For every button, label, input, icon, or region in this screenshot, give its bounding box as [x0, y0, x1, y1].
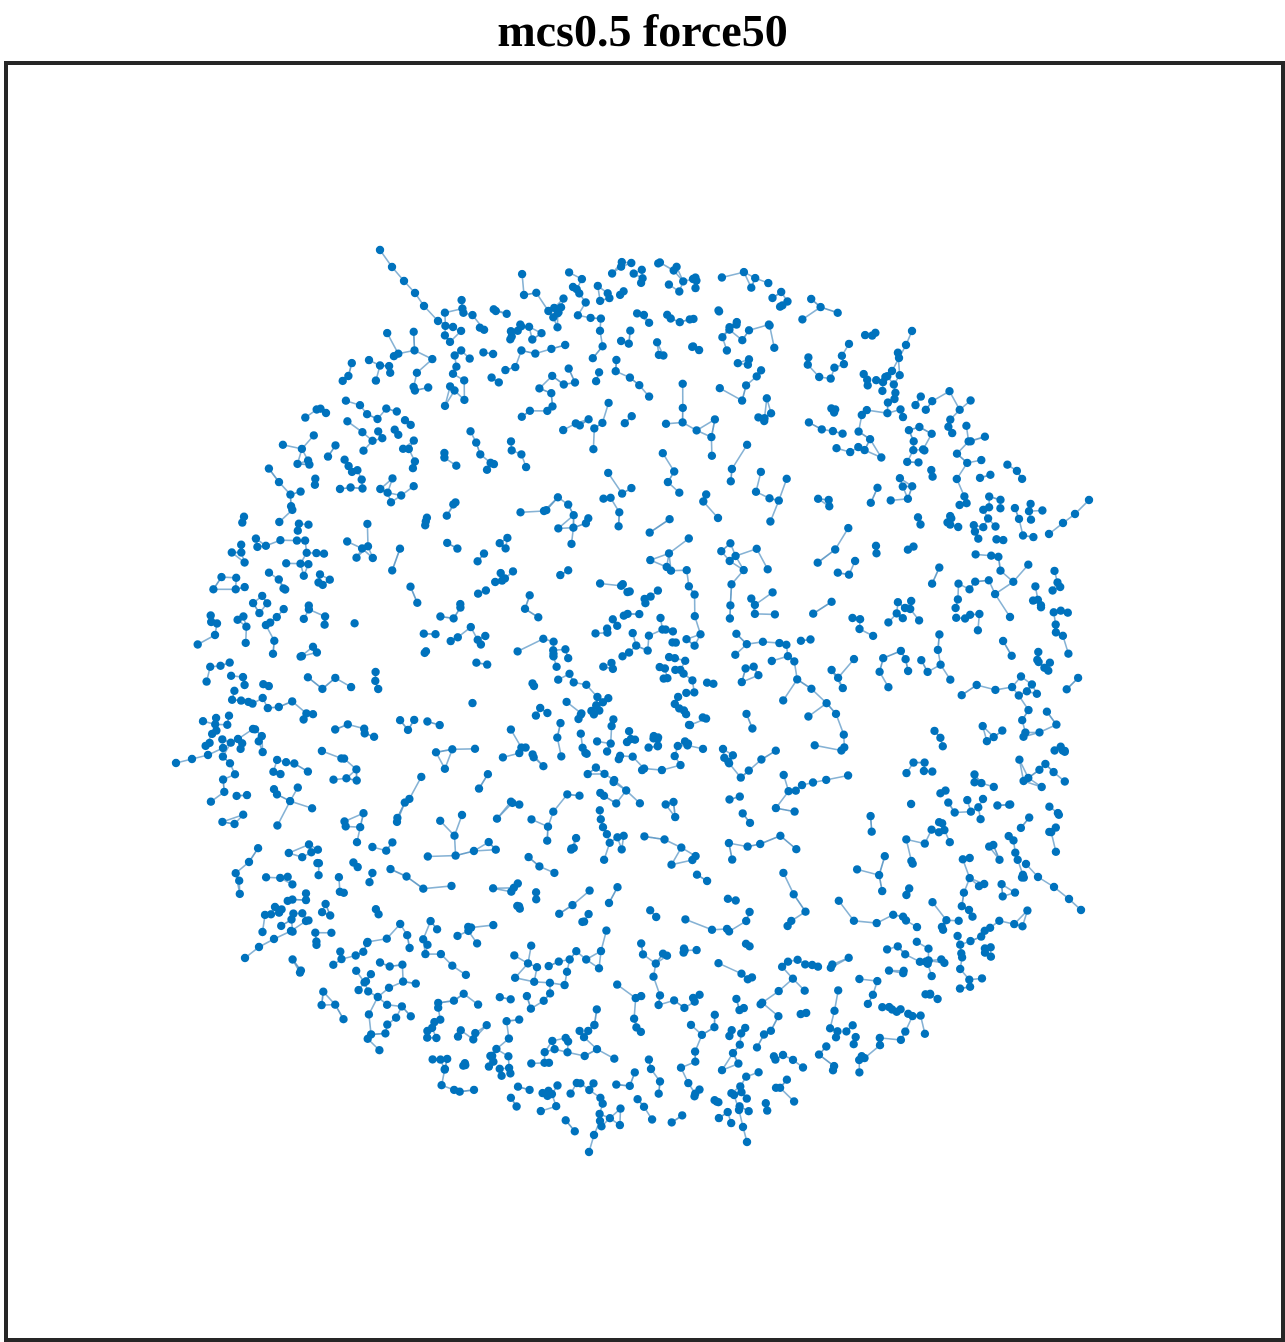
plot-title: mcs0.5 force50	[0, 0, 1285, 60]
graph-edges	[8, 65, 1281, 1338]
network-graph	[8, 65, 1281, 1338]
graph-edge	[732, 445, 747, 469]
plot-axes	[4, 61, 1285, 1342]
